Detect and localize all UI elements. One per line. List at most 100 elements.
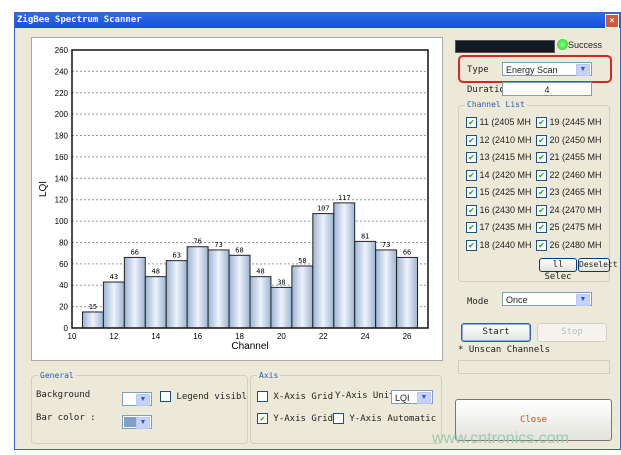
y-tick-label: 80 [59,238,68,247]
channel-item[interactable]: ✔ 24 (2470 MH [536,205,602,216]
x-tick-label: 24 [361,332,370,341]
bar [375,249,398,329]
x-tick-label: 14 [151,332,160,341]
data-label: 81 [361,232,369,240]
y-auto-option: Y-Axis Automatic [333,413,436,424]
channel-checkbox[interactable]: ✔ [536,117,547,129]
bar [123,256,146,329]
y-unit-label: Y-Axis Unit [335,391,395,401]
type-value: Energy Scan [506,65,558,75]
channel-checkbox[interactable]: ✔ [466,187,477,199]
unscan-label: * Unscan Channels [458,345,551,355]
x-axis-label: Channel [231,341,268,352]
data-label: 107 [317,205,330,213]
channel-checkbox[interactable]: ✔ [466,169,477,181]
channel-label: 22 (2460 MH [549,169,602,180]
chevron-down-icon: ▼ [576,294,590,306]
chevron-down-icon: ▼ [417,392,431,404]
mode-label: Mode [467,297,489,307]
channel-label: 21 (2455 MH [549,152,602,162]
y-auto-checkbox[interactable] [333,413,344,424]
axis-group: Axis X-Axis Grid Y-Axis Unit LQI ▼ ✔ Y-Ax… [250,371,442,444]
channel-checkbox[interactable]: ✔ [536,134,547,146]
channel-item[interactable]: ✔ 15 (2425 MH [466,187,532,199]
type-select[interactable]: Energy Scan ▼ [502,62,592,76]
legend-label: Legend visibl [176,392,247,402]
legend-option: Legend visibl [160,391,247,402]
y-tick-label: 260 [55,46,69,55]
channel-checkbox[interactable]: ✔ [536,204,547,216]
channel-list-group: Channel List ✔ 11 (2405 MH ✔ 19 (2445 MH ✔… [458,100,618,282]
channel-checkbox[interactable]: ✔ [536,152,547,164]
data-label: 66 [131,248,139,256]
y-unit-select[interactable]: LQI ▼ [391,390,433,404]
data-label: 117 [338,194,351,202]
channel-checkbox[interactable]: ✔ [536,239,547,251]
channel-label: 11 (2405 MH [479,117,531,127]
channel-checkbox[interactable]: ✔ [536,222,547,234]
channel-checkbox[interactable]: ✔ [466,117,477,129]
bar [396,256,419,329]
watermark: www.cntronics.com [432,430,569,447]
signal-meter [455,40,555,53]
channel-item[interactable]: ✔ 17 (2435 MH [466,222,532,234]
channel-item[interactable]: ✔ 25 (2475 MH [536,222,602,234]
bar [312,213,335,329]
close-button[interactable]: Close [455,399,612,441]
channel-item[interactable]: ✔ 22 (2460 MH [536,170,602,181]
channel-item[interactable]: ✔ 13 (2415 MH [466,152,532,164]
y-tick-label: 40 [59,281,68,290]
channel-item[interactable]: ✔ 19 (2445 MH [536,117,602,129]
channel-checkbox[interactable]: ✔ [536,169,547,181]
duration-label: Duratio [467,85,505,95]
x-grid-checkbox[interactable] [257,391,268,402]
close-window-button[interactable]: × [605,14,619,28]
data-label: 68 [235,246,243,254]
channel-list-title: Channel List [465,100,527,109]
unscan-list [458,360,610,374]
data-label: 76 [193,238,201,246]
channel-item[interactable]: ✔ 26 (2480 MH [536,240,602,251]
title-bar: ZigBee Spectrum Scanner × [15,13,620,28]
channel-item[interactable]: ✔ 23 (2465 MH [536,187,602,199]
stop-button[interactable]: Stop [537,323,607,342]
data-label: 15 [89,303,97,311]
data-label: 48 [152,268,160,276]
bar [144,276,167,329]
legend-checkbox[interactable] [160,391,171,402]
bar [354,240,377,329]
y-tick-label: 20 [59,303,68,312]
bar-chart: 0 20 40 60 80 100 120 140 160 180 200 220 240 260 10 12… [38,46,429,352]
start-button[interactable]: Start [461,323,531,342]
channel-checkbox[interactable]: ✔ [466,204,477,216]
data-label: 73 [382,241,390,249]
channel-item[interactable]: ✔ 11 (2405 MH [466,117,531,129]
channel-item[interactable]: ✔ 18 (2440 MH [466,240,532,251]
x-tick-label: 22 [319,332,328,341]
y-grid-checkbox[interactable]: ✔ [257,413,268,424]
deselect-button[interactable]: Deselect [578,258,618,272]
select-all-button[interactable]: ll Selec [539,258,577,282]
channel-checkbox[interactable]: ✔ [536,187,547,199]
bar-color-select[interactable]: ▼ [122,415,152,429]
channel-item[interactable]: ✔ 21 (2455 MH [536,152,602,164]
data-label: 66 [403,248,411,256]
mode-select[interactable]: Once ▼ [502,292,592,306]
channel-checkbox[interactable]: ✔ [466,239,477,251]
general-group: General Background ▼ Legend visibl Bar c… [31,371,248,444]
channel-item[interactable]: ✔ 20 (2450 MH [536,135,602,146]
channel-label: 18 (2440 MH [479,239,532,250]
type-label: Type [467,65,489,75]
channel-item[interactable]: ✔ 12 (2410 MH [466,135,532,146]
channel-checkbox[interactable]: ✔ [466,222,477,234]
channel-item[interactable]: ✔ 14 (2420 MH [466,170,532,181]
mode-value: Once [506,295,528,305]
y-auto-label: Y-Axis Automatic [349,414,437,424]
x-tick-label: 20 [277,332,286,341]
duration-input[interactable]: 4 [502,82,592,96]
channel-item[interactable]: ✔ 16 (2430 MH [466,205,532,216]
background-color-select[interactable]: ▼ [122,392,152,406]
channel-checkbox[interactable]: ✔ [466,134,477,146]
channel-checkbox[interactable]: ✔ [466,152,477,164]
data-label: 58 [298,257,306,265]
